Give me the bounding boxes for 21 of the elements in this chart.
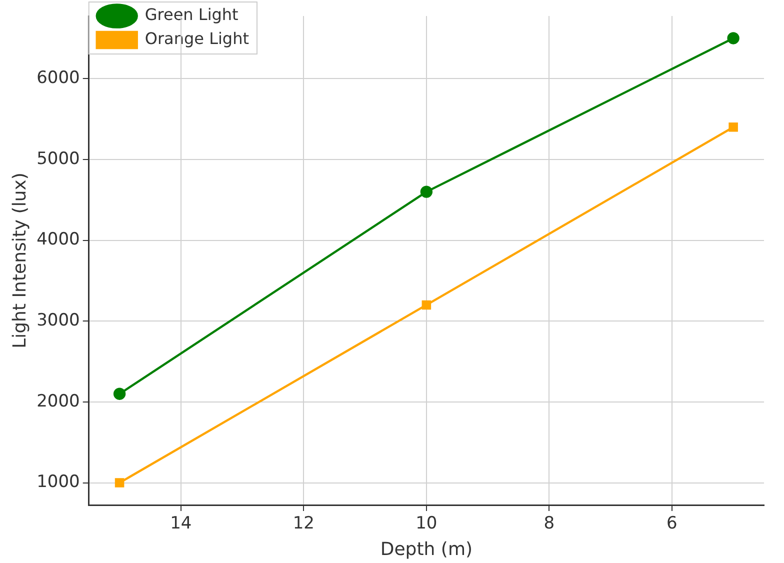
point bbox=[728, 122, 738, 132]
x-tick-label: 8 bbox=[544, 514, 555, 534]
x-tick-label: 14 bbox=[170, 514, 192, 534]
y-tick-label: 5000 bbox=[36, 148, 80, 169]
legend-label: Green Light bbox=[144, 5, 238, 24]
x-axis-title: Depth (m) bbox=[380, 538, 472, 560]
x-tick-label: 12 bbox=[292, 514, 314, 534]
point bbox=[420, 186, 433, 198]
point bbox=[727, 32, 740, 44]
x-tick-label: 10 bbox=[416, 514, 438, 534]
y-axis-title: Light Intensity (lux) bbox=[9, 172, 30, 348]
y-tick-label: 2000 bbox=[36, 391, 80, 412]
y-tick-label: 4000 bbox=[36, 230, 80, 250]
y-tick-label: 3000 bbox=[36, 310, 80, 331]
point bbox=[113, 388, 126, 400]
y-tick-label: 1000 bbox=[36, 472, 80, 492]
legend-label: Orange Light bbox=[144, 29, 250, 48]
y-tick-label: 6000 bbox=[36, 68, 80, 88]
point bbox=[422, 300, 432, 310]
point bbox=[114, 478, 124, 488]
x-tick-label: 6 bbox=[666, 514, 678, 534]
